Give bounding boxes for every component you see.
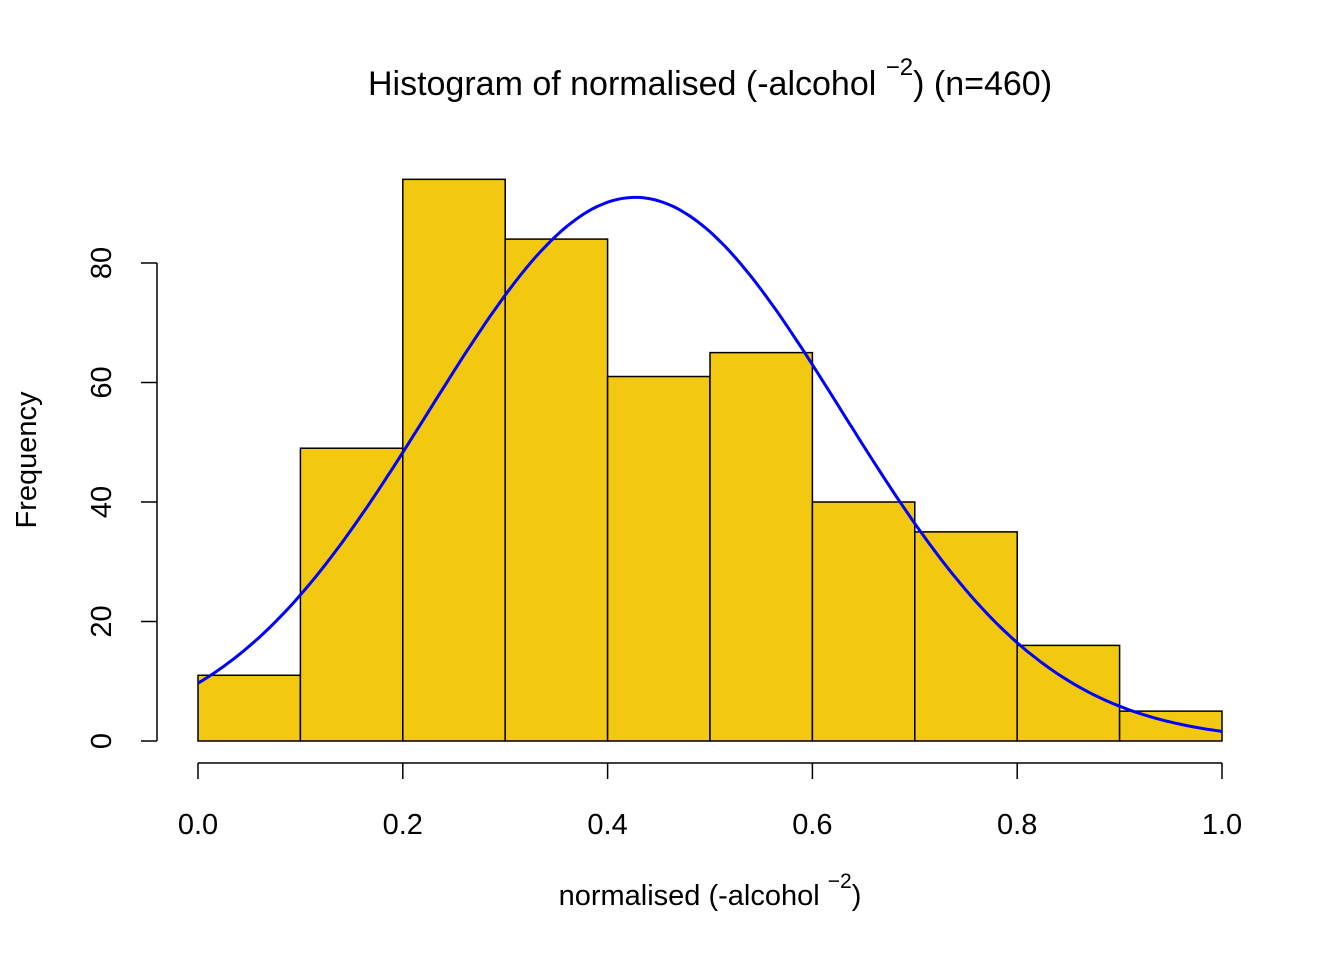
- x-axis: 0.0 0.2 0.4 0.6 0.8 1.0: [178, 762, 1242, 841]
- histogram-bar: [709, 351, 814, 742]
- x-tick-label: 1.0: [1202, 809, 1242, 841]
- histogram-bar: [1118, 710, 1223, 742]
- y-tick-label: 40: [86, 486, 118, 518]
- normal-curve: [197, 195, 1223, 733]
- x-tick-label: 0.0: [178, 809, 218, 841]
- histogram-bar: [504, 238, 609, 742]
- y-tick-label: 0: [86, 733, 118, 749]
- x-axis-label: normalised (-alcohol −2): [559, 870, 862, 912]
- histogram-bar: [914, 531, 1018, 742]
- x-tick-label: 0.6: [792, 809, 832, 841]
- y-tick-label: 80: [86, 247, 118, 279]
- histogram-bar: [1016, 644, 1121, 742]
- histogram-bar: [197, 674, 302, 742]
- x-tick-label: 0.8: [997, 809, 1037, 841]
- bars: [197, 178, 1223, 742]
- histogram-bar: [402, 178, 506, 742]
- histogram-bar: [811, 501, 916, 742]
- y-axis: 0 20 40 60 80: [86, 247, 158, 749]
- histogram-bar: [299, 447, 404, 742]
- y-axis-label: Frequency: [11, 391, 43, 529]
- x-tick-label: 0.4: [587, 809, 627, 841]
- y-tick-label: 20: [86, 605, 118, 637]
- histogram-bar: [606, 375, 711, 742]
- chart-title: Histogram of normalised (-alcohol −2) (n…: [368, 54, 1052, 103]
- y-tick-label: 60: [86, 366, 118, 398]
- x-tick-label: 0.2: [383, 809, 423, 841]
